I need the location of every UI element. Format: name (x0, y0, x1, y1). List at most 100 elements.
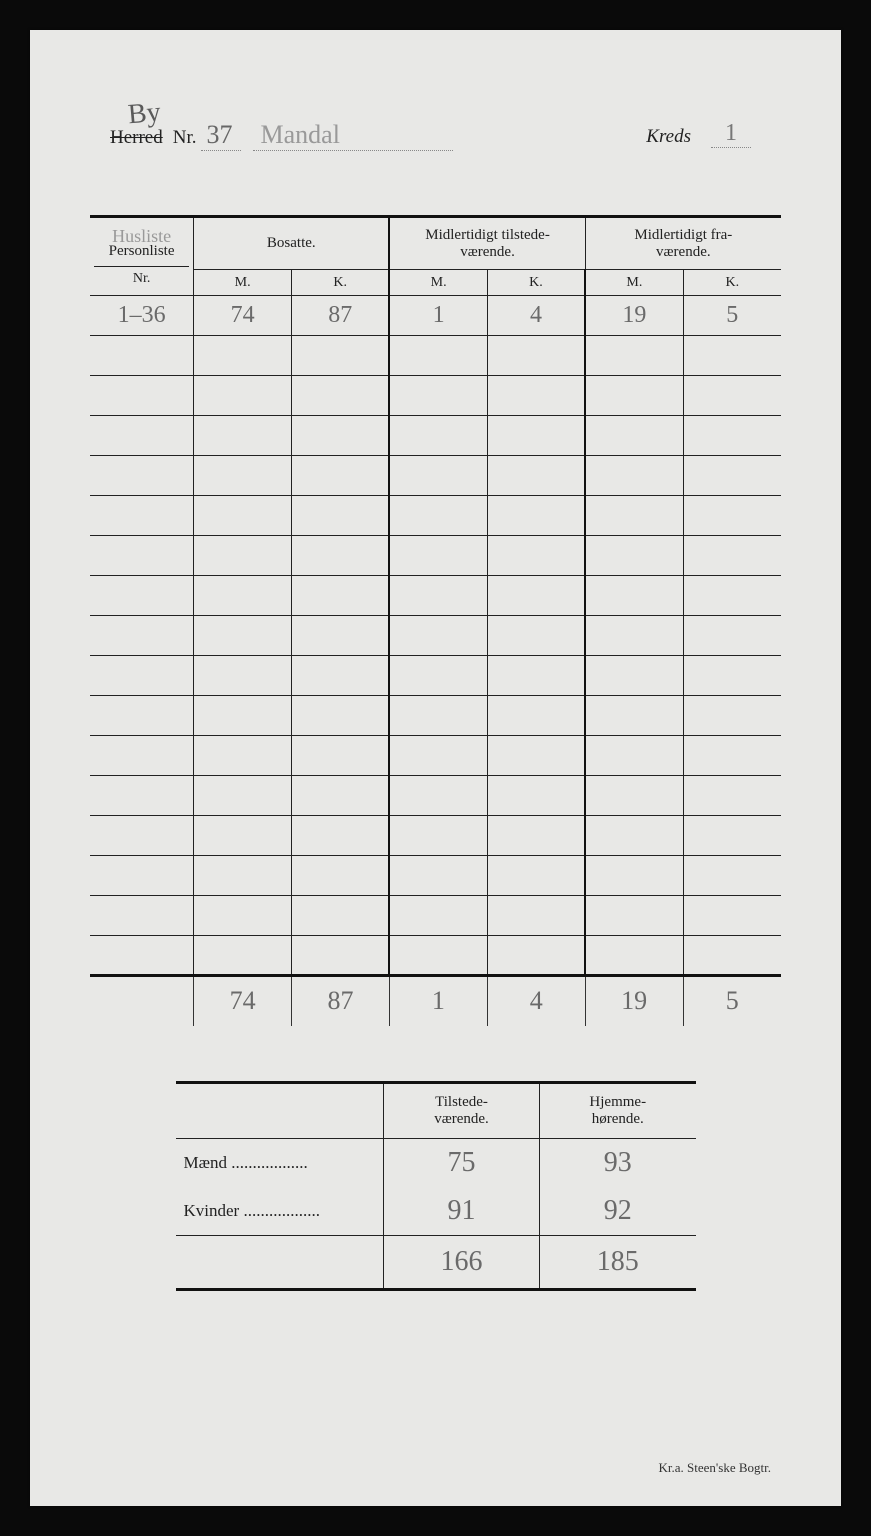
place-name: Mandal (253, 120, 453, 151)
cell (389, 816, 487, 856)
total-5: 5 (683, 976, 781, 1026)
cell (194, 576, 292, 616)
cell (487, 456, 585, 496)
cell (194, 696, 292, 736)
cell (585, 616, 683, 656)
cell (90, 816, 194, 856)
main-table: Husliste Personliste Nr. Bosatte. Midler… (90, 215, 781, 1026)
hdr-tilstede: Midlertidigt tilstede- værende. (389, 217, 585, 270)
cell (683, 416, 781, 456)
cell (194, 736, 292, 776)
cell (292, 776, 390, 816)
cell (194, 416, 292, 456)
cell (487, 576, 585, 616)
cell (90, 456, 194, 496)
sub-k2: K. (487, 270, 585, 296)
cell (389, 736, 487, 776)
cell (389, 336, 487, 376)
total-4: 19 (585, 976, 683, 1026)
cell (90, 736, 194, 776)
summary-total-1: 185 (540, 1235, 696, 1289)
sub-m3: M. (585, 270, 683, 296)
summary-value: 93 (540, 1138, 696, 1187)
cell (487, 496, 585, 536)
annotation-by: By (127, 97, 162, 132)
cell (292, 616, 390, 656)
cell: 1 (389, 296, 487, 336)
cell: 5 (683, 296, 781, 336)
table-row (90, 336, 781, 376)
summary-row: Mænd ..................7593 (176, 1138, 696, 1187)
hdr-fravaerende: Midlertidigt fra- værende. (585, 217, 781, 270)
cell (487, 536, 585, 576)
cell (194, 336, 292, 376)
cell (585, 656, 683, 696)
total-blank (90, 976, 194, 1026)
col-personliste: Husliste Personliste Nr. (90, 217, 194, 296)
summary-totals-row: 166 185 (176, 1235, 696, 1289)
hdr-bosatte: Bosatte. (194, 217, 390, 270)
cell (585, 936, 683, 976)
cell (90, 656, 194, 696)
cell (292, 816, 390, 856)
cell (683, 696, 781, 736)
cell (683, 576, 781, 616)
total-0: 74 (194, 976, 292, 1026)
cell (585, 496, 683, 536)
cell (487, 616, 585, 656)
cell (487, 336, 585, 376)
kreds-label: Kreds (646, 126, 691, 148)
cell (292, 416, 390, 456)
personliste-label: Personliste (109, 243, 175, 259)
cell (292, 376, 390, 416)
summary-hdr-0: Tilstede- værende. (384, 1082, 540, 1138)
nr-value: 37 (201, 120, 241, 151)
table-row (90, 376, 781, 416)
cell (585, 856, 683, 896)
table-row (90, 496, 781, 536)
cell (292, 936, 390, 976)
cell (194, 376, 292, 416)
cell (683, 896, 781, 936)
cell (90, 936, 194, 976)
cell (585, 816, 683, 856)
cell (292, 336, 390, 376)
table-row (90, 936, 781, 976)
summary-table: Tilstede- værende. Hjemme- hørende. Mænd… (176, 1081, 696, 1291)
cell (487, 896, 585, 936)
summary-value: 75 (384, 1138, 540, 1187)
cell (585, 376, 683, 416)
cell (194, 496, 292, 536)
cell (90, 376, 194, 416)
summary-body: Mænd ..................7593Kvinder .....… (176, 1138, 696, 1235)
cell (487, 376, 585, 416)
cell (194, 816, 292, 856)
cell (389, 616, 487, 656)
summary-value: 92 (540, 1187, 696, 1236)
total-1: 87 (292, 976, 390, 1026)
cell (487, 696, 585, 736)
cell (90, 696, 194, 736)
cell (487, 736, 585, 776)
cell (585, 696, 683, 736)
total-2: 1 (389, 976, 487, 1026)
cell (585, 416, 683, 456)
cell (90, 496, 194, 536)
table-row (90, 536, 781, 576)
cell (389, 656, 487, 696)
cell (683, 736, 781, 776)
cell (292, 856, 390, 896)
summary-blank-hdr (176, 1082, 384, 1138)
cell (683, 376, 781, 416)
cell (487, 776, 585, 816)
sub-k1: K. (292, 270, 390, 296)
cell: 87 (292, 296, 390, 336)
cell (194, 896, 292, 936)
sub-k3: K. (683, 270, 781, 296)
summary-label: Kvinder .................. (176, 1187, 384, 1236)
cell: 19 (585, 296, 683, 336)
cell (585, 456, 683, 496)
cell (389, 856, 487, 896)
cell: 4 (487, 296, 585, 336)
cell (487, 856, 585, 896)
